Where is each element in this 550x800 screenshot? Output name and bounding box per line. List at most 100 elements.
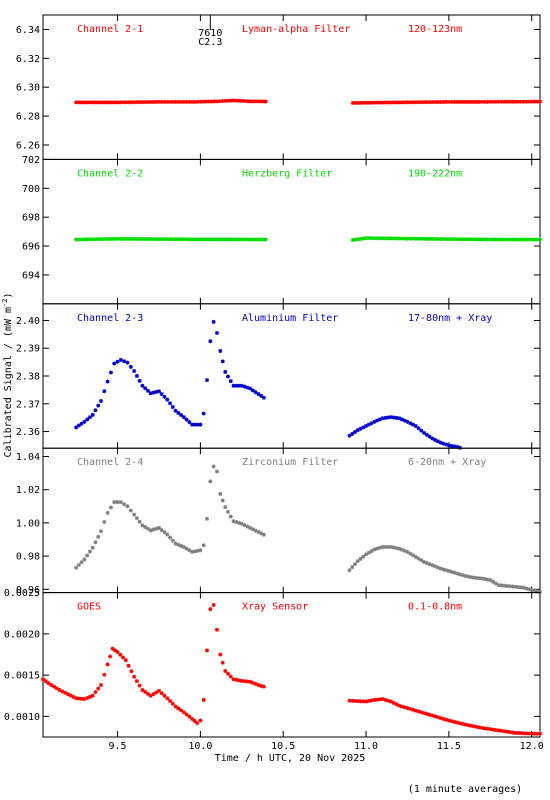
y-tick-label: 1.04: [16, 452, 40, 463]
data-point: [427, 712, 432, 717]
data-point: [154, 526, 159, 531]
data-point: [402, 100, 407, 105]
flare-marker-label-bottom: C2.3: [198, 37, 222, 48]
data-point: [256, 530, 261, 535]
data-point: [250, 388, 255, 393]
data-point: [366, 550, 371, 555]
data-point: [356, 237, 361, 242]
data-point: [198, 99, 203, 104]
data-point: [419, 558, 424, 563]
data-point: [441, 716, 446, 721]
data-point: [198, 237, 203, 242]
data-point: [518, 731, 523, 736]
data-point: [118, 500, 123, 505]
data-point: [410, 553, 415, 558]
data-point: [134, 100, 139, 105]
data-point: [87, 549, 92, 554]
data-point: [449, 237, 454, 242]
data-point: [252, 237, 257, 242]
data-point: [190, 237, 195, 242]
data-point: [96, 686, 101, 691]
data-point: [190, 716, 195, 721]
data-point: [377, 545, 382, 550]
data-point: [228, 674, 233, 679]
data-point: [179, 237, 184, 242]
data-point: [132, 100, 137, 105]
data-point: [151, 390, 156, 395]
data-point: [123, 236, 128, 241]
data-point: [113, 648, 118, 653]
data-point: [259, 393, 264, 398]
data-point: [399, 236, 404, 241]
y-tick-label: 0.0020: [4, 629, 40, 640]
data-point: [173, 704, 178, 709]
data-point: [108, 505, 113, 510]
data-point: [168, 99, 173, 104]
data-point: [410, 707, 415, 712]
data-point: [140, 236, 145, 241]
data-point: [187, 420, 192, 425]
data-point: [145, 691, 150, 696]
data-point: [416, 426, 421, 431]
data-point: [245, 385, 250, 390]
data-point: [350, 237, 355, 242]
data-point: [413, 236, 418, 241]
data-point: [159, 528, 164, 533]
data-point: [435, 439, 440, 444]
data-point: [231, 677, 236, 682]
data-point: [208, 339, 213, 344]
y-tick-label: 700: [22, 184, 40, 195]
data-point: [137, 236, 142, 241]
data-point: [239, 521, 244, 526]
data-point: [394, 415, 399, 420]
data-point: [181, 99, 186, 104]
data-point: [413, 708, 418, 713]
data-point: [76, 696, 81, 701]
data-point: [353, 562, 358, 567]
data-point: [112, 100, 117, 105]
data-point: [151, 692, 156, 697]
data-point: [471, 237, 476, 242]
data-point: [148, 391, 153, 396]
flare-marker-label-top: 7610: [198, 28, 222, 39]
data-point: [105, 379, 110, 384]
data-point: [408, 236, 413, 241]
data-point: [518, 99, 523, 104]
data-point: [419, 236, 424, 241]
data-point: [228, 237, 233, 242]
data-point: [253, 528, 258, 533]
data-point: [452, 99, 457, 104]
data-point: [526, 731, 531, 736]
data-point: [118, 236, 123, 241]
data-point: [375, 418, 380, 423]
data-point: [255, 237, 260, 242]
y-tick-label: 0.0025: [4, 588, 40, 599]
data-point: [515, 237, 520, 242]
data-point: [367, 100, 372, 105]
data-point: [217, 99, 222, 104]
data-point: [518, 237, 523, 242]
data-point: [225, 509, 230, 514]
data-point: [504, 99, 509, 104]
data-point: [154, 389, 159, 394]
data-point: [457, 721, 462, 726]
data-point: [255, 99, 260, 104]
data-point: [422, 236, 427, 241]
data-point: [350, 431, 355, 436]
data-point: [242, 99, 247, 104]
y-tick-label: 0.0015: [4, 671, 40, 682]
data-point: [225, 671, 230, 676]
data-point: [176, 410, 181, 415]
data-point: [424, 561, 429, 566]
data-point: [394, 236, 399, 241]
panel-4: 0.96 0.98 1.00 1.02 1.04 Channel 2-4 Zirconium…: [16, 447, 542, 596]
data-point: [408, 706, 413, 711]
data-point: [419, 428, 424, 433]
data-point: [386, 100, 391, 105]
data-point: [496, 99, 501, 104]
data-point: [397, 100, 402, 105]
data-point: [248, 679, 253, 684]
data-point: [140, 100, 145, 105]
data-point: [261, 99, 266, 104]
data-point: [237, 383, 242, 388]
